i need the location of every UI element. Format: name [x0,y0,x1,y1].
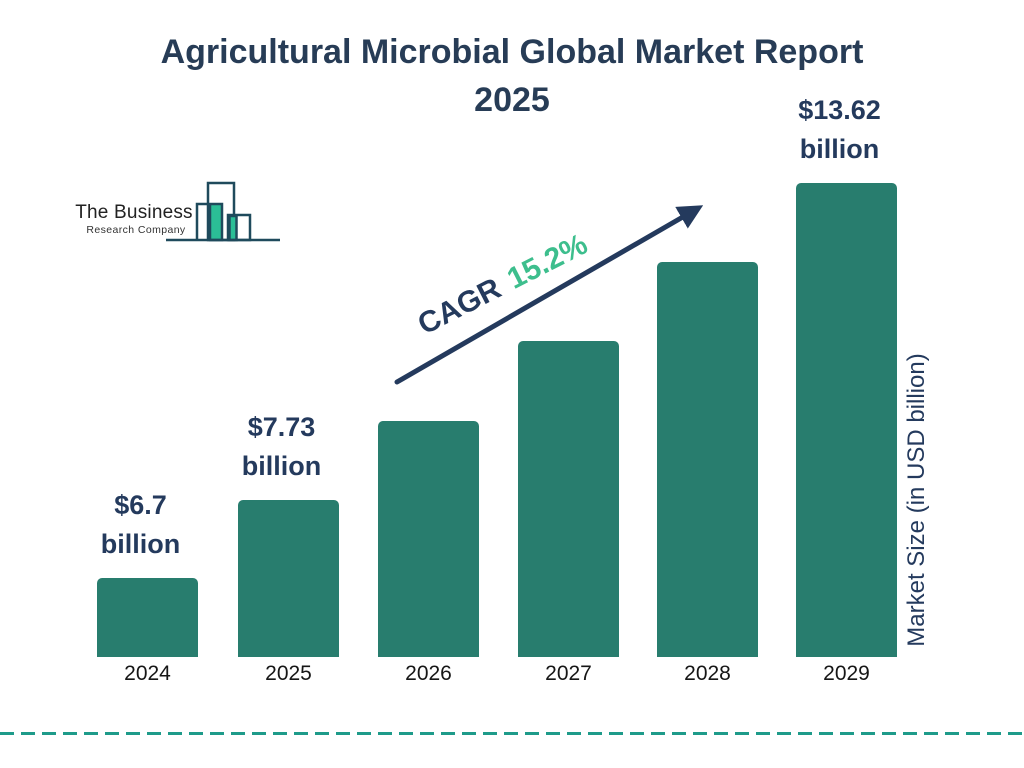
value-label-2024: $6.7 billion [100,489,181,559]
bar-chart-logo-icon [166,181,280,242]
page-title-line1: Agricultural Microbial Global Market Rep… [160,33,864,71]
bar-2024 [97,578,198,657]
bar-2028 [657,262,758,657]
bar-2027 [518,341,619,657]
bottom-divider [0,732,1024,735]
y-axis-label: Market Size (in USD billion) [903,353,930,647]
value-label-2025: $7.73 billion [241,411,322,481]
x-tick-label-2024: 2024 [124,662,171,685]
x-tick-label-2026: 2026 [405,662,452,685]
x-tick-label-2025: 2025 [265,662,312,685]
page-title: Agricultural Microbial Global Market Rep… [0,28,1024,125]
x-tick-label-2028: 2028 [684,662,731,685]
logo-company-name: The Business [75,202,193,223]
cagr-trend-arrow [394,205,704,385]
logo-company-subname: Research Company [86,224,186,236]
x-tick-label-2027: 2027 [545,662,592,685]
bar-2029 [796,183,897,657]
bar-2025 [238,500,339,657]
value-label-2029: $13.62 billion [798,94,881,164]
x-tick-label-2029: 2029 [823,662,870,685]
bar-2026 [378,421,479,657]
page-title-line2: 2025 [474,81,550,120]
